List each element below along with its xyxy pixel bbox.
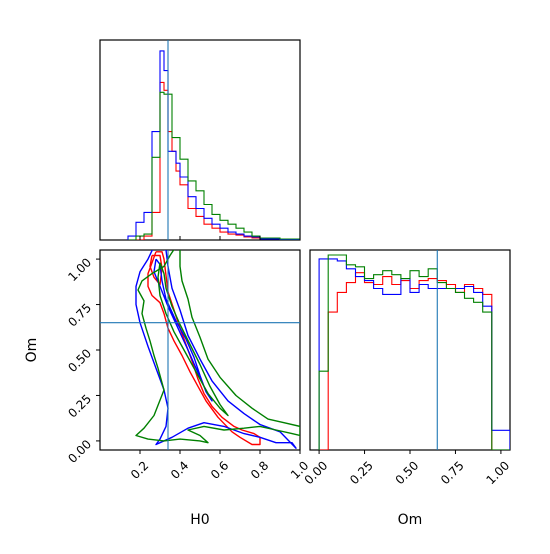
h0-tick-label-0: 0.2 — [128, 458, 151, 481]
h0-hist-series-0 — [128, 81, 300, 240]
h0-hist-series-2 — [128, 91, 300, 240]
om-tick-bottom-label-3: 0.75 — [438, 458, 467, 487]
om-histogram-series — [318, 254, 510, 450]
om-hist-series-0 — [319, 272, 510, 450]
contour-inner-3 — [153, 258, 213, 402]
om-tick-left-label-3: 0.75 — [65, 301, 94, 330]
om-tick-bottom-label-1: 0.25 — [347, 458, 376, 487]
h0-tick-label-2: 0.6 — [208, 458, 231, 481]
om-hist-series-1 — [318, 258, 510, 450]
contour-inner-5 — [157, 262, 229, 417]
om-tick-bottom-label-2: 0.50 — [393, 458, 422, 487]
contour-outer-2 — [135, 250, 297, 449]
panel-h0-histogram — [99, 39, 301, 241]
h0-tick-label-3: 0.8 — [248, 458, 271, 481]
truth-lines — [100, 40, 438, 450]
om-tick-left-label-1: 0.25 — [65, 392, 94, 421]
om-tick-left-label-2: 0.50 — [65, 346, 94, 375]
h0-tick-label-1: 0.4 — [168, 458, 191, 481]
x-axis-label-om: Om — [398, 512, 423, 528]
om-tick-left-label-4: 1.00 — [65, 255, 94, 284]
om-hist-series-2 — [318, 254, 510, 450]
y-axis-label-om: Om — [24, 338, 40, 363]
h0-histogram-series — [127, 50, 300, 240]
om-tick-bottom-label-4: 1.00 — [483, 458, 512, 487]
contour-outer-0 — [147, 251, 261, 446]
h0-hist-series-1 — [127, 50, 300, 240]
contour-inner-1 — [149, 254, 163, 286]
x-axis-label-h0: H0 — [190, 512, 209, 528]
om-tick-left-label-0: 0.00 — [65, 437, 94, 466]
contour-outer-4 — [135, 250, 300, 444]
contour-series — [135, 250, 300, 449]
om-tick-bottom-label-0: 0.00 — [302, 458, 331, 487]
